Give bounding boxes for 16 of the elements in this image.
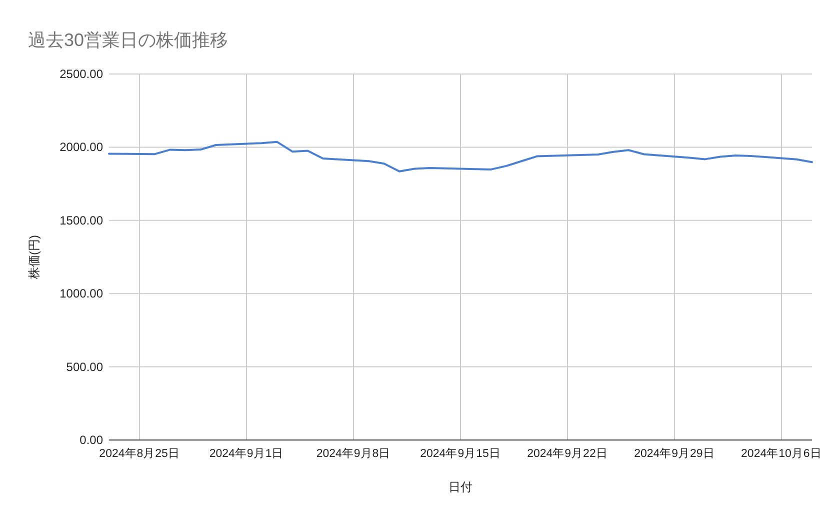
x-tick-label: 2024年9月15日 [420, 447, 501, 460]
y-tick-label: 500.00 [66, 360, 104, 374]
x-tick-label: 2024年10月6日 [741, 447, 822, 460]
x-tick-label: 2024年9月8日 [316, 447, 391, 460]
y-axis-title: 株価(円) [27, 235, 41, 280]
x-tick-label: 2024年9月1日 [209, 447, 284, 460]
x-axis-title: 日付 [448, 480, 472, 494]
y-tick-label: 1500.00 [60, 213, 104, 228]
x-tick-label: 2024年9月29日 [634, 447, 715, 460]
x-tick-label: 2024年9月22日 [527, 447, 608, 460]
chart-title: 過去30営業日の株価推移 [28, 30, 228, 50]
x-tick-label: 2024年8月25日 [99, 447, 180, 460]
y-tick-label: 1000.00 [60, 286, 104, 301]
y-tick-label: 0.00 [80, 433, 104, 447]
y-tick-label: 2500.00 [60, 67, 104, 81]
y-tick-label: 2000.00 [60, 140, 104, 154]
